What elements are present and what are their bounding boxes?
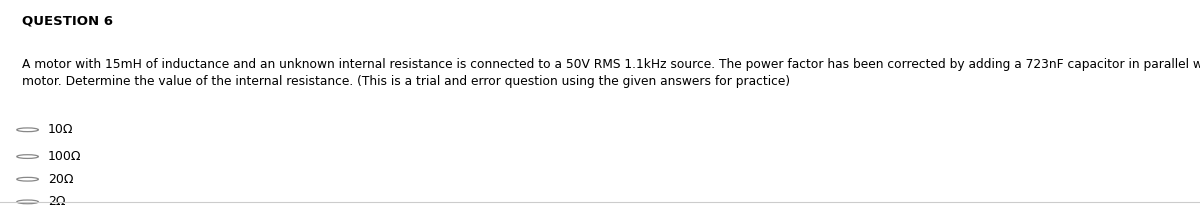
Text: 100Ω: 100Ω: [48, 150, 82, 163]
Text: QUESTION 6: QUESTION 6: [22, 14, 113, 27]
Text: 2Ω: 2Ω: [48, 195, 66, 206]
Text: A motor with 15mH of inductance and an unknown internal resistance is connected : A motor with 15mH of inductance and an u…: [22, 58, 1200, 88]
Text: 10Ω: 10Ω: [48, 123, 73, 136]
Text: 20Ω: 20Ω: [48, 173, 73, 186]
